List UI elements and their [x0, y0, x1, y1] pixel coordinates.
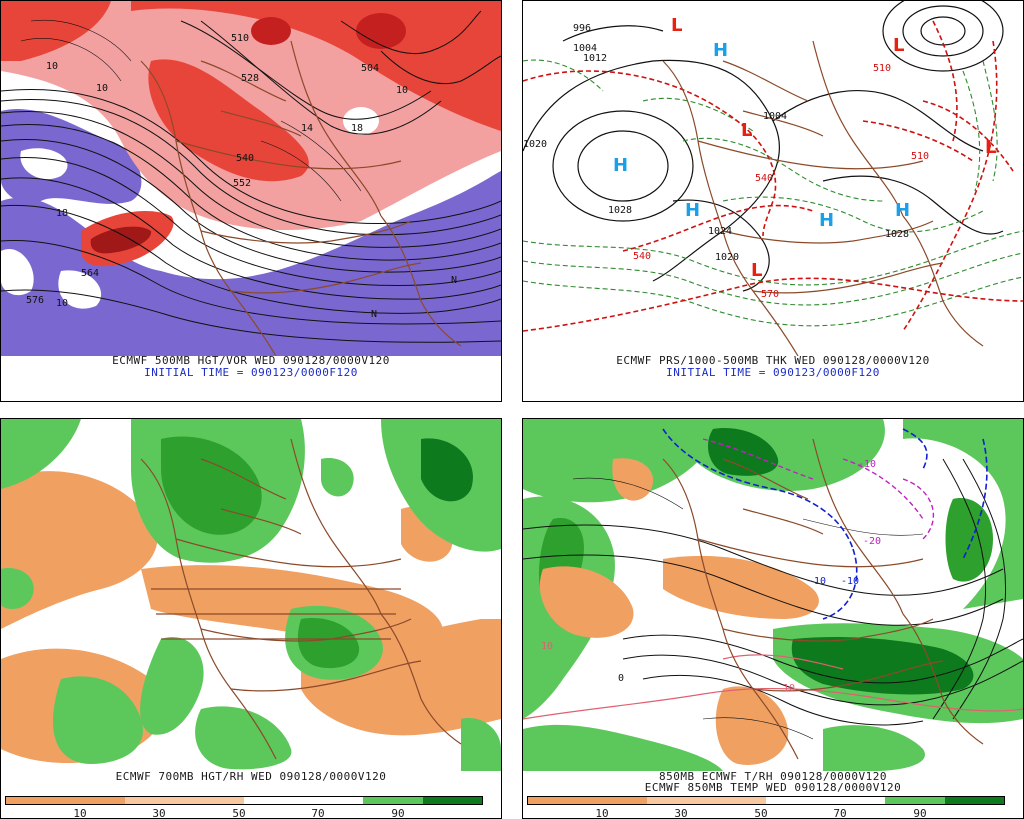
- colorbar-label-10: 10: [73, 807, 87, 819]
- label-isobar-2: 1028: [608, 205, 632, 216]
- label-isobar-4: 1020: [715, 252, 739, 263]
- caption-500mb-title: ECMWF 500MB HGT/VOR WED 090128/0000V120: [112, 354, 390, 367]
- low-pressure-symbol-4: L: [893, 35, 904, 56]
- colorbar-label-70-850: 70: [833, 807, 847, 819]
- label-vort-18b: 18: [351, 123, 363, 134]
- label-contour-576: 576: [26, 295, 44, 306]
- label-isobar-8: 1004: [573, 43, 597, 54]
- colorbar-moderate-band: [125, 797, 244, 804]
- caption-pressure-thickness-title: ECMWF PRS/1000-500MB THK WED 090128/0000…: [616, 354, 930, 367]
- panel-700mb-hgt-rh: ECMWF 700MB HGT/RH WED 090128/0000V120 1…: [0, 418, 502, 819]
- label-contour-552: 552: [233, 178, 251, 189]
- label-isobar-6: 1012: [583, 53, 607, 64]
- high-pressure-symbol-3: H: [685, 200, 700, 221]
- label-temp-10-b: 10: [541, 641, 553, 652]
- label-contour-504: 504: [361, 63, 379, 74]
- panel-pressure-thickness: H H H H H L L L L L 1020 1028 1024 1020 …: [522, 0, 1024, 402]
- high-pressure-symbol-4: H: [819, 210, 834, 231]
- colorbar-label-90: 90: [391, 807, 405, 819]
- colorbar-neutral-band-850-2: [825, 797, 885, 804]
- label-temp-neg20: -20: [863, 536, 881, 547]
- colorbar-dry-band-850: [528, 797, 647, 804]
- label-contour-564: 564: [81, 268, 99, 279]
- label-isobar-3: 1024: [708, 226, 732, 237]
- rh-colorbar-850: [527, 796, 1005, 805]
- colorbar-tick-labels-850: 10 30 50 70 90: [523, 807, 1023, 819]
- rh-700mb-map: [1, 419, 501, 771]
- label-thickness-5: 540: [755, 173, 773, 184]
- colorbar-moderate-band-850: [647, 797, 766, 804]
- label-contour-528: 528: [241, 73, 259, 84]
- low-pressure-symbol-5: L: [985, 137, 996, 158]
- caption-850mb-title: 850MB ECMWF T/RH 090128/0000V120: [659, 770, 887, 783]
- label-temp-neg10-b: -10: [841, 576, 859, 587]
- label-thickness-1: 540: [633, 251, 651, 262]
- colorbar-neutral-band-2: [303, 797, 363, 804]
- caption-pressure-thickness-init-time: INITIAL TIME = 090123/0000F120: [666, 366, 880, 379]
- colorbar-saturated-band-850: [945, 797, 1004, 804]
- label-isobar-5: 1004: [763, 111, 787, 122]
- label-thickness-3: 510: [873, 63, 891, 74]
- label-vort-10c: 10: [56, 298, 68, 309]
- colorbar-moist-band-850: [885, 797, 945, 804]
- label-contour-510: 510: [231, 33, 249, 44]
- label-vort-18a: 18: [56, 208, 68, 219]
- caption-700mb-title: ECMWF 700MB HGT/RH WED 090128/0000V120: [115, 770, 387, 783]
- colorbar-label-90-850: 90: [913, 807, 927, 819]
- label-vort-10d: 10: [396, 85, 408, 96]
- label-vort-10b: 10: [96, 83, 108, 94]
- vorticity-map: 510 504 528 540 552 576 564 10 10 10 18 …: [1, 1, 501, 356]
- panel-850mb-t-rh: -10 -10 -20 -10 10 0 10 850MB ECMWF T/RH…: [522, 418, 1024, 819]
- label-contour-540: 540: [236, 153, 254, 164]
- colorbar-moist-band: [363, 797, 423, 804]
- label-thickness-2: 570: [761, 289, 779, 300]
- caption-500mb-init-time: INITIAL TIME = 090123/0000F120: [144, 366, 358, 379]
- label-n-2: N: [371, 309, 377, 320]
- colorbar-label-50-850: 50: [754, 807, 768, 819]
- colorbar-tick-labels: 10 30 50 70 90: [1, 807, 501, 819]
- high-pressure-symbol-5: H: [895, 200, 910, 221]
- colorbar-neutral-band-850: [766, 797, 825, 804]
- label-isobar-1: 1020: [523, 139, 547, 150]
- high-pressure-symbol-1: H: [613, 155, 628, 176]
- label-vort-14: 14: [301, 123, 313, 134]
- label-temp-neg10-c: -10: [858, 459, 876, 470]
- caption-850mb-temp: ECMWF 850MB TEMP WED 090128/0000V120: [644, 781, 902, 794]
- colorbar-dry-band: [6, 797, 125, 804]
- rh-colorbar: [5, 796, 483, 805]
- colorbar-saturated-band: [423, 797, 482, 804]
- panel-500mb-hgt-vor: 510 504 528 540 552 576 564 10 10 10 18 …: [0, 0, 502, 402]
- label-isobar-7: 996: [573, 23, 591, 34]
- pressure-thickness-map: H H H H H L L L L L 1020 1028 1024 1020 …: [523, 1, 1023, 356]
- colorbar-label-50: 50: [232, 807, 246, 819]
- low-pressure-symbol-3: L: [751, 260, 762, 281]
- colorbar-label-70: 70: [311, 807, 325, 819]
- label-temp-10-a: 10: [783, 683, 795, 694]
- colorbar-label-10-850: 10: [595, 807, 609, 819]
- temp-rh-850mb-map: -10 -10 -20 -10 10 0 10: [523, 419, 1023, 771]
- label-n-1: N: [451, 275, 457, 286]
- colorbar-label-30-850: 30: [674, 807, 688, 819]
- low-pressure-symbol-2: L: [741, 120, 752, 141]
- colorbar-neutral-band: [244, 797, 303, 804]
- label-thickness-4: 510: [911, 151, 929, 162]
- label-isobar-9: 1028: [885, 229, 909, 240]
- high-pressure-symbol-2: H: [713, 40, 728, 61]
- label-vort-10a: 10: [46, 61, 58, 72]
- label-temp-neg10-a: -10: [808, 576, 826, 587]
- colorbar-label-30: 30: [152, 807, 166, 819]
- low-pressure-symbol-1: L: [671, 15, 682, 36]
- label-temp-0: 0: [618, 673, 624, 684]
